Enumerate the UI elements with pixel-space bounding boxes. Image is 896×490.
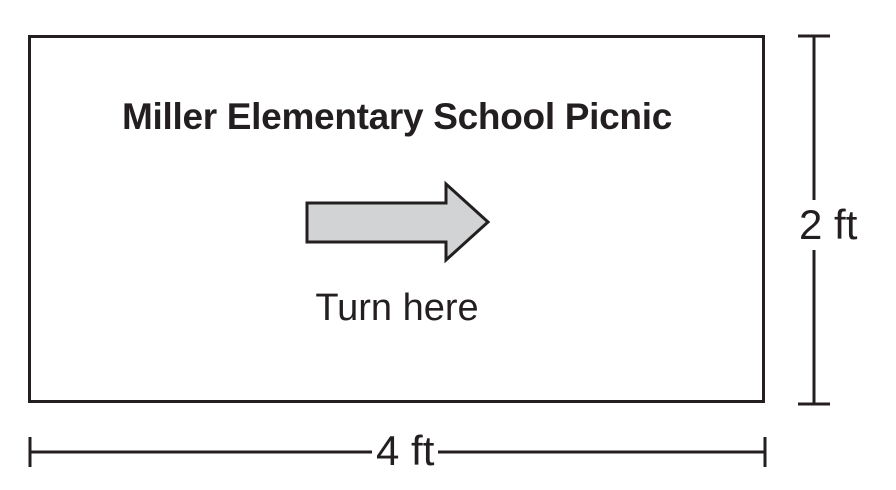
width-label: 4 ft (372, 430, 439, 472)
sign-title: Miller Elementary School Picnic (121, 96, 672, 137)
right-arrow-icon (305, 180, 491, 264)
height-label: 2 ft (799, 200, 858, 250)
sign-caption: Turn here (315, 287, 479, 329)
